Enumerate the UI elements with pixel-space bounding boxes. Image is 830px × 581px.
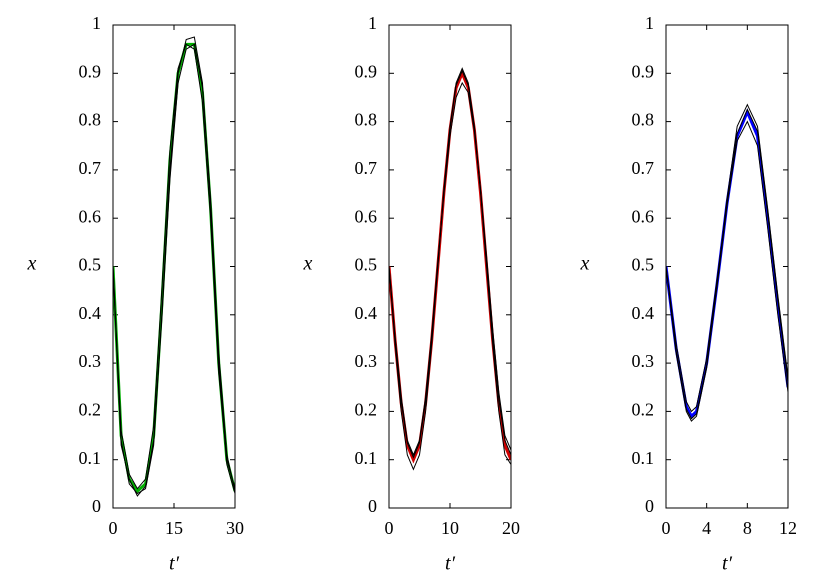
- x-tick-label: 0: [662, 518, 671, 538]
- y-tick-label: 0: [645, 496, 654, 516]
- y-tick-label: 0.1: [632, 448, 655, 468]
- x-tick-label: 20: [502, 518, 520, 538]
- y-tick-label: 0.3: [79, 351, 102, 371]
- y-tick-label: 0.5: [79, 255, 102, 275]
- y-tick-label: 1: [645, 13, 654, 33]
- x-tick-label: 0: [385, 518, 394, 538]
- y-axis-label: x: [303, 253, 313, 275]
- y-tick-label: 1: [92, 13, 101, 33]
- y-tick-label: 0.4: [632, 303, 655, 323]
- series-line: [666, 103, 788, 422]
- y-tick-label: 0.5: [632, 255, 655, 275]
- series-line: [389, 81, 511, 457]
- y-axis-label: x: [580, 253, 590, 275]
- y-tick-label: 0.1: [79, 448, 102, 468]
- y-tick-label: 0.8: [355, 110, 378, 130]
- y-tick-label: 0.9: [355, 61, 378, 81]
- y-tick-label: 0.2: [632, 400, 655, 420]
- y-tick-label: 0.6: [79, 206, 102, 226]
- y-tick-label: 0.6: [355, 206, 378, 226]
- series-line: [113, 43, 235, 497]
- y-tick-label: 0.7: [632, 158, 655, 178]
- y-tick-label: 0.7: [79, 158, 102, 178]
- y-tick-label: 0.2: [79, 400, 102, 420]
- x-axis-label: t′: [722, 553, 733, 575]
- series-line: [666, 120, 788, 413]
- x-axis-label: t′: [445, 553, 456, 575]
- y-tick-label: 0.2: [355, 400, 378, 420]
- y-tick-label: 0.1: [355, 448, 378, 468]
- y-tick-label: 0.8: [632, 110, 655, 130]
- y-tick-label: 0.5: [355, 255, 378, 275]
- y-tick-label: 0.9: [632, 61, 655, 81]
- y-tick-label: 0.4: [79, 303, 102, 323]
- series-line: [666, 108, 788, 420]
- plot-frame: [112, 24, 236, 509]
- y-axis-label: x: [27, 253, 37, 275]
- y-tick-label: 0.4: [355, 303, 378, 323]
- plot-frame: [665, 24, 789, 509]
- x-tick-label: 4: [702, 518, 711, 538]
- series-line: [666, 108, 788, 419]
- x-tick-label: 0: [109, 518, 118, 538]
- x-axis-label: t′: [169, 553, 180, 575]
- y-tick-label: 0.9: [79, 61, 102, 81]
- y-tick-label: 0.3: [632, 351, 655, 371]
- y-tick-label: 0: [368, 496, 377, 516]
- y-tick-label: 0.3: [355, 351, 378, 371]
- x-tick-label: 10: [441, 518, 459, 538]
- y-tick-label: 0.8: [79, 110, 102, 130]
- y-tick-label: 1: [368, 13, 377, 33]
- x-tick-label: 15: [165, 518, 183, 538]
- plot-frame: [388, 24, 512, 509]
- y-tick-label: 0: [92, 496, 101, 516]
- x-tick-label: 30: [226, 518, 244, 538]
- y-tick-label: 0.6: [632, 206, 655, 226]
- y-tick-label: 0.7: [355, 158, 378, 178]
- series-line: [389, 69, 511, 459]
- series-line: [113, 43, 235, 490]
- x-tick-label: 12: [779, 518, 797, 538]
- x-tick-label: 8: [743, 518, 752, 538]
